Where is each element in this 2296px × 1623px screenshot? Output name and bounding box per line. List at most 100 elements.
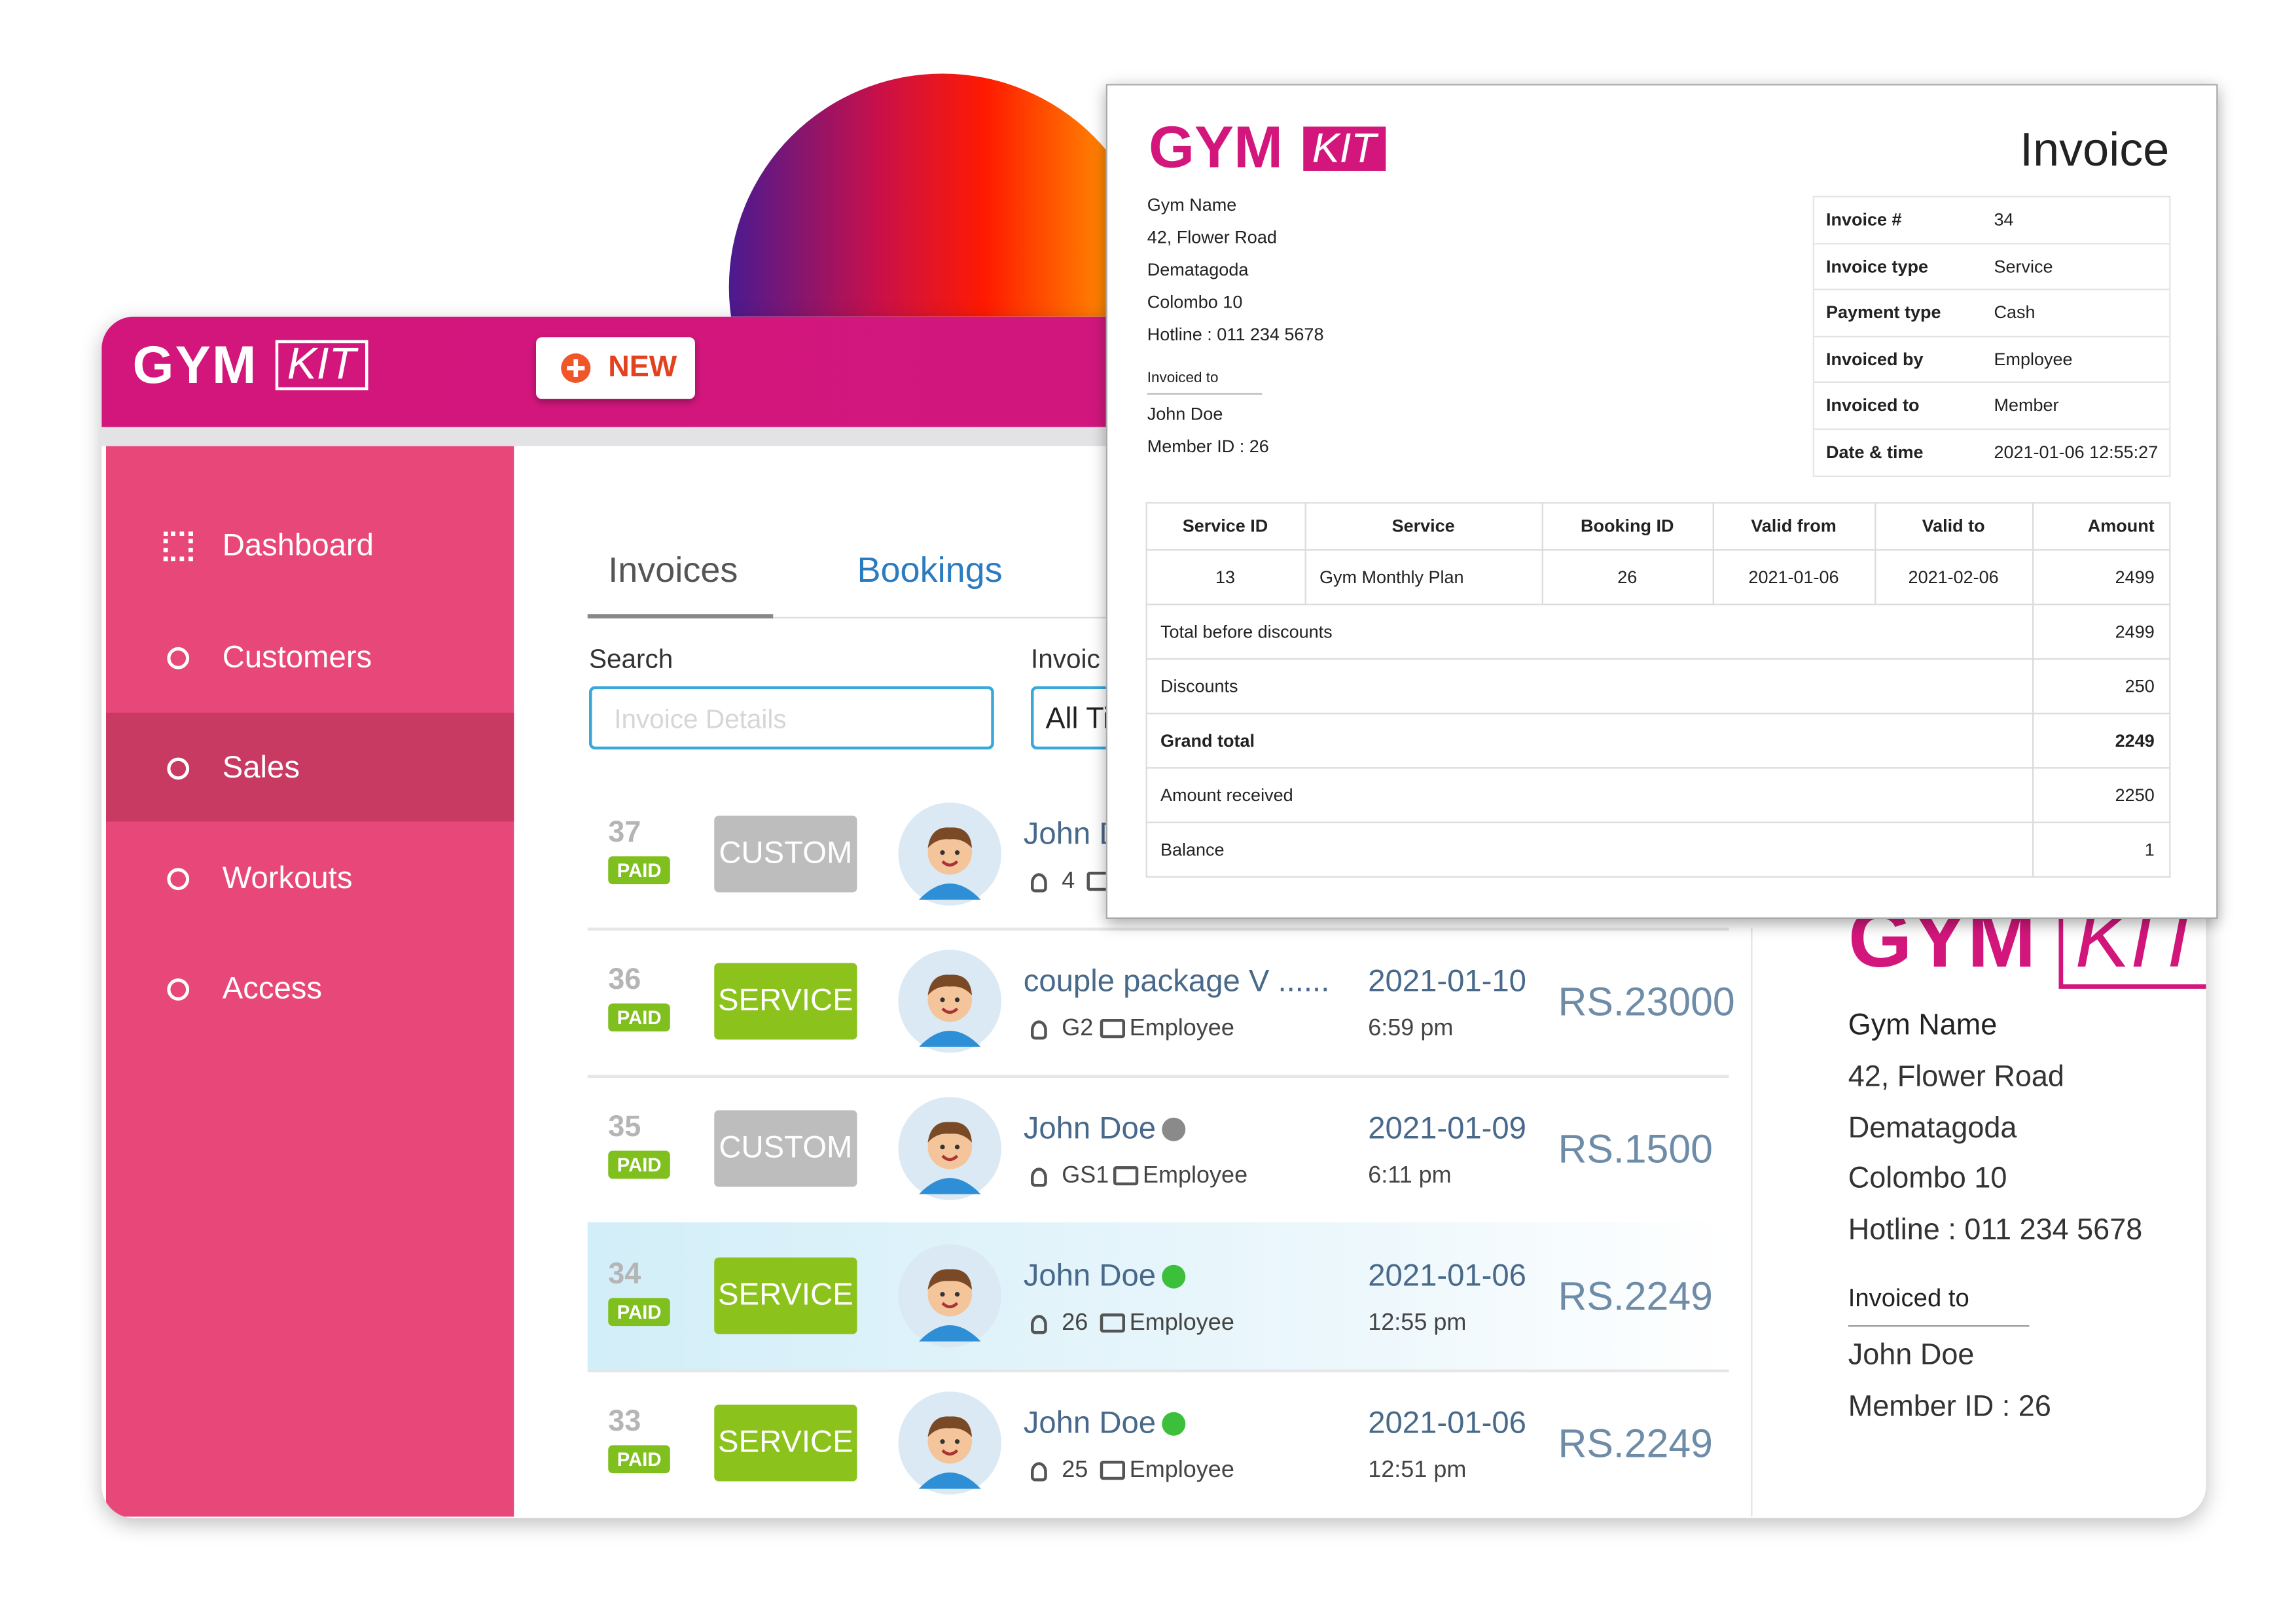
status-dot bbox=[1162, 1117, 1186, 1141]
invoice-id: 37 bbox=[608, 816, 641, 849]
panel-divider bbox=[1751, 927, 1753, 1517]
item-cell: Gym Monthly Plan bbox=[1319, 566, 1464, 587]
customer-name: John Doe bbox=[1023, 1406, 1157, 1440]
person-icon bbox=[1031, 1315, 1047, 1334]
icon bbox=[561, 353, 591, 383]
meta-label: Invoiced by bbox=[1826, 348, 1924, 370]
tab[interactable]: Bookings bbox=[857, 550, 1003, 591]
tab-underline bbox=[587, 614, 774, 618]
type-badge: SERVICE bbox=[714, 1257, 857, 1334]
new-button[interactable]: NEW bbox=[536, 337, 695, 399]
column-header: Valid to bbox=[1922, 515, 1985, 537]
table-cell bbox=[1145, 821, 2034, 878]
column-header: Service ID bbox=[1182, 515, 1268, 537]
person-icon bbox=[1031, 1168, 1047, 1187]
meta-value: Employee bbox=[1994, 348, 2073, 370]
invoice-amount: RS.2249 bbox=[1558, 1421, 1713, 1466]
item-cell: 13 bbox=[1215, 566, 1236, 587]
invoice-amount: RS.2249 bbox=[1558, 1274, 1713, 1319]
invoice-time: 12:55 pm bbox=[1368, 1310, 1467, 1336]
invoice-time: 6:11 pm bbox=[1368, 1163, 1452, 1188]
item-cell: 2499 bbox=[2115, 566, 2155, 587]
meta-value: Member bbox=[1994, 395, 2059, 416]
row-divider bbox=[587, 927, 1729, 931]
table-cell bbox=[1145, 713, 2034, 769]
item-cell: 2021-02-06 bbox=[1908, 566, 1999, 587]
invoice-amount: RS.1500 bbox=[1558, 1127, 1713, 1171]
customer-role: Employee bbox=[1143, 1163, 1248, 1188]
item-cell: 2021-01-06 bbox=[1748, 566, 1839, 587]
table-cell bbox=[2032, 821, 2171, 878]
total-label: Discounts bbox=[1160, 675, 1238, 696]
column-header: Valid from bbox=[1751, 515, 1837, 537]
invoiced-to-label: Invoiced to bbox=[1147, 370, 1219, 387]
avatar bbox=[898, 802, 1001, 906]
icon bbox=[898, 1244, 1001, 1347]
total-label: Grand total bbox=[1160, 729, 1255, 751]
nav-item[interactable]: Dashboard bbox=[222, 528, 374, 563]
invoice-id: 33 bbox=[608, 1405, 641, 1438]
customer-name: John Doe bbox=[1023, 1111, 1157, 1146]
invoice-logo-gym: GYM bbox=[1149, 115, 1283, 181]
total-label: Balance bbox=[1160, 838, 1225, 859]
card-icon bbox=[1113, 1166, 1139, 1186]
tab[interactable]: Invoices bbox=[608, 550, 738, 591]
new-label: NEW bbox=[608, 351, 677, 384]
customer-role: Employee bbox=[1129, 1016, 1234, 1041]
type-badge: CUSTOM bbox=[714, 1110, 857, 1187]
nav-item[interactable]: Access bbox=[222, 972, 323, 1006]
invoice-date: 2021-01-06 bbox=[1368, 1258, 1526, 1293]
invoice-time: 12:51 pm bbox=[1368, 1457, 1467, 1483]
invoice-date: 2021-01-06 bbox=[1368, 1406, 1526, 1440]
table-cell bbox=[1145, 658, 2034, 715]
nav-icon bbox=[167, 868, 190, 891]
meta-value: Cash bbox=[1994, 302, 2036, 323]
customer-name: couple package V ...... bbox=[1023, 964, 1330, 999]
meta-value: Service bbox=[1994, 255, 2053, 277]
preview-address: 42, Flower Road bbox=[1848, 1061, 2064, 1094]
invoice-logo-kit: KIT bbox=[1303, 126, 1386, 171]
avatar bbox=[898, 950, 1001, 1053]
column-header: Booking ID bbox=[1581, 515, 1674, 537]
preview-address: Dematagoda bbox=[1848, 1112, 2017, 1145]
gym-address: 42, Flower Road bbox=[1147, 226, 1277, 248]
customer-ref: 26 bbox=[1062, 1310, 1088, 1336]
filter-value: All Ti bbox=[1045, 703, 1110, 736]
customer-role: Employee bbox=[1129, 1310, 1234, 1336]
member-id: Member ID : 26 bbox=[1147, 436, 1269, 457]
status-badge: PAID bbox=[608, 1150, 670, 1179]
preview-invoiced-to: Invoiced to bbox=[1848, 1284, 1969, 1312]
invoice-date: 2021-01-10 bbox=[1368, 964, 1526, 999]
type-badge: SERVICE bbox=[714, 1404, 857, 1482]
gym-address: Hotline : 011 234 5678 bbox=[1147, 324, 1324, 345]
nav-item[interactable]: Workouts bbox=[222, 861, 353, 895]
customer-role: Employee bbox=[1129, 1457, 1234, 1483]
row-divider bbox=[587, 1075, 1729, 1078]
status-dot bbox=[1162, 1412, 1186, 1436]
preview-customer: John Doe bbox=[1848, 1339, 1975, 1372]
card-icon bbox=[1100, 1461, 1125, 1480]
invoice-popup: GYM KIT Invoice Gym Name 42, Flower Road Dema… bbox=[1105, 84, 2218, 919]
avatar bbox=[898, 1097, 1001, 1200]
status-badge: PAID bbox=[608, 1445, 670, 1474]
avatar bbox=[898, 1391, 1001, 1495]
search-input[interactable]: Invoice Details bbox=[589, 686, 994, 750]
invoice-id: 36 bbox=[608, 963, 641, 997]
meta-value: 2021-01-06 12:55:27 bbox=[1994, 442, 2159, 463]
invoice-date: 2021-01-09 bbox=[1368, 1111, 1526, 1146]
nav-item[interactable]: Customers bbox=[222, 640, 372, 675]
person-icon bbox=[1031, 1020, 1047, 1040]
total-value: 2250 bbox=[2115, 784, 2155, 805]
preview-address: Hotline : 011 234 5678 bbox=[1848, 1214, 2143, 1247]
column-header: Amount bbox=[2087, 515, 2155, 537]
invoice-amount: RS.23000 bbox=[1558, 980, 1735, 1024]
nav-item[interactable]: Sales bbox=[222, 751, 300, 785]
preview-member: Member ID : 26 bbox=[1848, 1391, 2051, 1423]
filter-label: Invoic bbox=[1031, 644, 1100, 674]
column-header: Service bbox=[1391, 515, 1455, 537]
nav-icon bbox=[163, 531, 193, 562]
total-value: 1 bbox=[2144, 838, 2155, 859]
meta-label: Date & time bbox=[1826, 442, 1924, 463]
preview-gym-name: Gym Name bbox=[1848, 1009, 1998, 1042]
